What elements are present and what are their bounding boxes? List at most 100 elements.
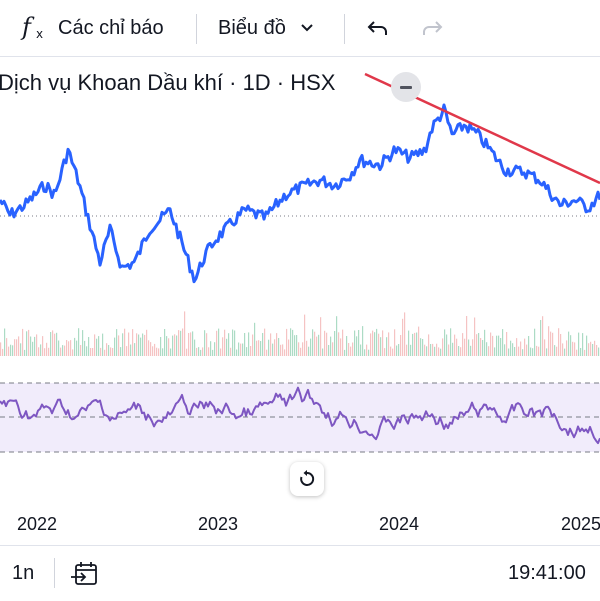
volume-bar	[124, 328, 126, 356]
bottom-divider	[54, 558, 55, 588]
volume-bar	[120, 347, 122, 356]
volume-bar	[552, 332, 554, 356]
volume-bar	[34, 336, 36, 356]
volume-bar	[114, 337, 116, 356]
volume-bar	[536, 345, 538, 356]
volume-bar	[464, 338, 466, 356]
volume-bar	[522, 349, 524, 356]
volume-bar	[502, 329, 504, 356]
undo-button[interactable]	[366, 0, 390, 56]
volume-bar	[292, 329, 294, 356]
chart-type-button[interactable]: Biểu đồ	[218, 0, 314, 56]
volume-bar	[340, 338, 342, 356]
volume-bar	[202, 347, 204, 356]
volume-bar	[108, 345, 110, 356]
volume-bar	[500, 338, 502, 356]
redo-button[interactable]	[420, 0, 444, 56]
volume-bar	[590, 341, 592, 356]
volume-bar	[476, 334, 478, 356]
range-1y-button[interactable]: 1n	[12, 562, 35, 584]
time-axis-label: 2023	[198, 514, 239, 534]
volume-bar	[306, 340, 308, 356]
volume-bar	[346, 336, 348, 356]
volume-bar	[478, 333, 480, 356]
volume-bar	[128, 332, 130, 356]
volume-bar	[90, 348, 92, 356]
volume-bar	[358, 330, 360, 356]
price-chart[interactable]	[0, 57, 600, 545]
symbol-legend-title[interactable]: Dịch vụ Khoan Dầu khí · 1D · HSX	[0, 70, 336, 95]
volume-bar	[212, 349, 214, 356]
volume-bar	[154, 343, 156, 356]
volume-bar	[52, 330, 54, 356]
volume-bar	[360, 344, 362, 356]
volume-bar	[444, 329, 446, 356]
volume-bar	[506, 332, 508, 356]
volume-bar	[82, 330, 84, 356]
volume-bar	[364, 349, 366, 356]
chevron-down-icon	[301, 24, 313, 32]
reset-chart-button[interactable]	[290, 462, 324, 496]
volume-bar	[106, 343, 108, 356]
volume-bar	[188, 333, 190, 356]
collapse-legend-button[interactable]	[391, 72, 421, 102]
volume-bar	[386, 337, 388, 356]
time-axis-label: 2024	[379, 514, 420, 534]
volume-bar	[362, 326, 364, 356]
clock-timezone-button[interactable]: 19:41:00	[508, 562, 586, 584]
volume-bar	[494, 347, 496, 356]
volume-bar	[484, 329, 486, 356]
volume-bar	[78, 328, 80, 356]
volume-bar	[234, 330, 236, 356]
volume-bar	[200, 349, 202, 356]
volume-bar	[80, 345, 82, 356]
volume-bar	[96, 338, 98, 356]
goto-date-button[interactable]	[70, 546, 100, 601]
volume-bar	[550, 331, 552, 356]
volume-bar	[20, 343, 22, 356]
volume-bar	[102, 333, 104, 356]
volume-bar	[184, 311, 186, 356]
volume-bar	[328, 345, 330, 356]
volume-bar	[208, 347, 210, 356]
volume-bar	[534, 328, 536, 356]
volume-bar	[434, 346, 436, 356]
toolbar-divider	[196, 14, 197, 44]
volume-bar	[92, 348, 94, 356]
volume-bar	[580, 348, 582, 356]
volume-bar	[558, 328, 560, 356]
volume-bar	[88, 337, 90, 356]
volume-bar	[230, 347, 232, 356]
volume-bar	[542, 316, 544, 356]
volume-bar	[430, 344, 432, 356]
volume-bar	[274, 339, 276, 356]
volume-bar	[170, 348, 172, 356]
volume-bar	[266, 349, 268, 356]
volume-bar	[98, 336, 100, 356]
volume-bar	[312, 329, 314, 356]
volume-bar	[354, 330, 356, 356]
volume-bar	[446, 334, 448, 356]
volume-bar	[520, 341, 522, 356]
volume-bar	[196, 347, 198, 356]
volume-bar	[74, 337, 76, 356]
volume-bar	[176, 335, 178, 356]
volume-bar	[246, 347, 248, 356]
volume-bar	[456, 338, 458, 356]
volume-bar	[30, 336, 32, 356]
minus-icon	[400, 85, 412, 89]
volume-bar	[460, 347, 462, 356]
volume-bar	[582, 333, 584, 356]
volume-bar	[240, 343, 242, 356]
volume-bar	[190, 332, 192, 356]
volume-bar	[272, 343, 274, 356]
volume-bar	[592, 344, 594, 356]
volume-bar	[344, 349, 346, 356]
volume-bar	[380, 337, 382, 356]
volume-bar	[140, 337, 142, 356]
volume-bar	[450, 328, 452, 356]
volume-bar	[94, 334, 96, 356]
volume-bar	[472, 339, 474, 356]
